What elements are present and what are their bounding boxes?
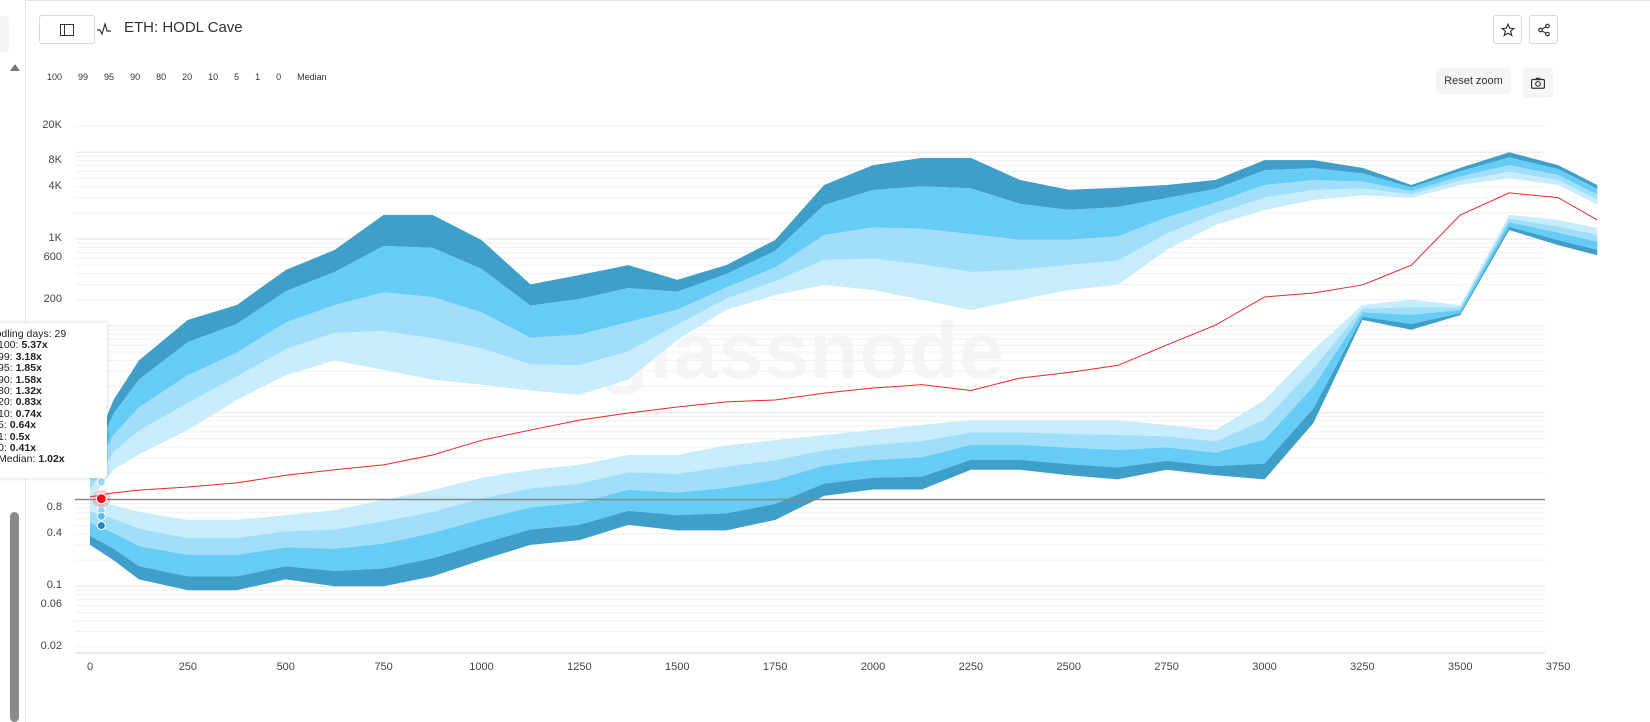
legend-item[interactable]: 20 [182, 72, 193, 82]
screenshot-button[interactable] [1523, 68, 1553, 98]
legend-item[interactable]: 10 [208, 72, 219, 82]
tooltip-value: 1.85x [15, 362, 42, 375]
legend-item[interactable]: 5 [234, 72, 240, 82]
legend-item[interactable]: 99 [78, 72, 89, 82]
x-tick-label: 1500 [665, 661, 690, 673]
tooltip-label: 1: [0, 430, 7, 443]
tooltip-value: 1.02x [38, 453, 65, 466]
x-tick-label: 750 [374, 661, 393, 673]
tooltip-value: 0.64x [9, 419, 37, 432]
legend: 100 99 95 90 80 20 10 5 1 0 Median [47, 72, 343, 82]
band-90-80 [90, 171, 1598, 500]
legend-item[interactable]: 95 [104, 72, 115, 82]
reset-zoom-button[interactable]: Reset zoom [1436, 68, 1511, 94]
y-tick-label: 0.1 [46, 579, 62, 592]
x-tick-label: 2500 [1056, 661, 1081, 673]
band-95-90 [90, 165, 1598, 490]
y-tick-label: 4K [48, 179, 62, 192]
tooltip-row: 99: 3.18x [0, 350, 107, 363]
x-tick-label: 250 [178, 661, 198, 673]
legend-item[interactable]: 90 [130, 72, 141, 82]
tooltip-value: 1.58x [15, 373, 42, 386]
band-99-95 [90, 157, 1598, 480]
favorite-button[interactable] [1493, 15, 1522, 44]
y-tick-label: 0.06 [40, 598, 62, 611]
band-20-10 [90, 214, 1598, 538]
hover-marker-1 [96, 521, 106, 531]
legend-item[interactable]: 80 [156, 72, 167, 82]
tooltip-value: 0.41x [9, 441, 37, 454]
y-tick-label: 20K [42, 119, 62, 132]
tooltip-row: 5: 0.64x [0, 419, 107, 432]
sidebar-icon [60, 23, 74, 36]
tooltip-label: 95: [0, 362, 13, 375]
top-border [0, 0, 1650, 1]
tooltip-label: 20: [0, 396, 13, 409]
x-tick-label: 1000 [469, 661, 494, 673]
tooltip-value: 5.37x [21, 339, 48, 352]
y-tick-label: 0.8 [46, 500, 62, 513]
scroll-up-arrow-icon[interactable] [10, 64, 20, 71]
camera-icon [1531, 77, 1545, 89]
y-tick-label: 200 [43, 292, 62, 305]
tooltip-row: 10: 0.74x [0, 407, 107, 420]
x-tick-label: 3000 [1252, 661, 1277, 673]
tooltip-label: 90: [0, 373, 13, 386]
x-tick-label: 2250 [958, 661, 984, 673]
sidebar-toggle-button[interactable] [39, 15, 95, 44]
share-button[interactable] [1529, 15, 1558, 44]
legend-item[interactable]: 1 [255, 72, 261, 82]
tooltip-value: 3.18x [15, 350, 42, 363]
sidebar-tab[interactable] [0, 16, 9, 52]
tooltip-label: 10: [0, 407, 13, 420]
tooltip-row: 95: 1.85x [0, 362, 107, 375]
x-tick-label: 0 [86, 661, 94, 673]
median-line [89, 192, 1598, 498]
tooltip-label: 5: [0, 419, 7, 432]
tooltip-row: 1: 0.5x [0, 430, 107, 443]
tooltip-row: Median: 1.02x [0, 453, 107, 466]
y-tick-label: 1K [48, 232, 62, 245]
hover-marker-5 [96, 511, 106, 521]
y-tick-label: 600 [43, 251, 62, 264]
x-tick-label: 3250 [1350, 661, 1375, 673]
x-tick-label: 2000 [860, 661, 886, 673]
share-icon [1537, 23, 1550, 36]
y-tick-label: 0.4 [46, 526, 62, 539]
tooltip-value: 0.74x [15, 407, 42, 420]
x-tick-label: 2750 [1154, 661, 1179, 673]
x-tick-label: 1250 [567, 661, 592, 673]
tooltip-value: 1.32x [15, 384, 42, 397]
tooltip: Hodling days: 29 100:5.37x99:3.18x95:1.8… [0, 323, 107, 478]
legend-item[interactable]: Median [297, 72, 327, 82]
legend-item[interactable]: 100 [47, 72, 63, 82]
y-tick-label: 0.02 [40, 639, 62, 652]
tooltip-label: Median: [0, 453, 36, 466]
tooltip-row: 20: 0.83x [0, 396, 107, 409]
tooltip-label: 0: [0, 441, 7, 454]
x-tick-label: 3500 [1448, 661, 1473, 673]
hover-marker-90 [96, 477, 106, 487]
star-icon [1500, 22, 1515, 37]
x-tick-label: 500 [276, 661, 295, 673]
x-tick-label: 3750 [1545, 661, 1571, 673]
tooltip-label: 99: [0, 350, 13, 363]
scrollbar-thumb[interactable] [10, 512, 19, 722]
tooltip-value: 0.83x [15, 396, 42, 409]
page-title: ETH: HODL Cave [124, 19, 243, 36]
tooltip-row: 80: 1.32x [0, 384, 107, 397]
tooltip-value: 0.5x [9, 430, 31, 443]
pulse-icon [97, 22, 111, 36]
y-tick-label: 8K [48, 153, 62, 166]
tooltip-label: 80: [0, 384, 13, 397]
x-tick-label: 1750 [762, 661, 788, 673]
tooltip-row: 100: 5.37x [0, 339, 107, 352]
tooltip-title: Hodling days: 29 [0, 328, 67, 340]
tooltip-row: 0: 0.41x [0, 441, 107, 454]
tooltip-row: 90: 1.58x [0, 373, 107, 386]
hover-marker-median [95, 493, 107, 505]
tooltip-label: 100: [0, 339, 19, 352]
legend-item[interactable]: 0 [276, 72, 282, 82]
